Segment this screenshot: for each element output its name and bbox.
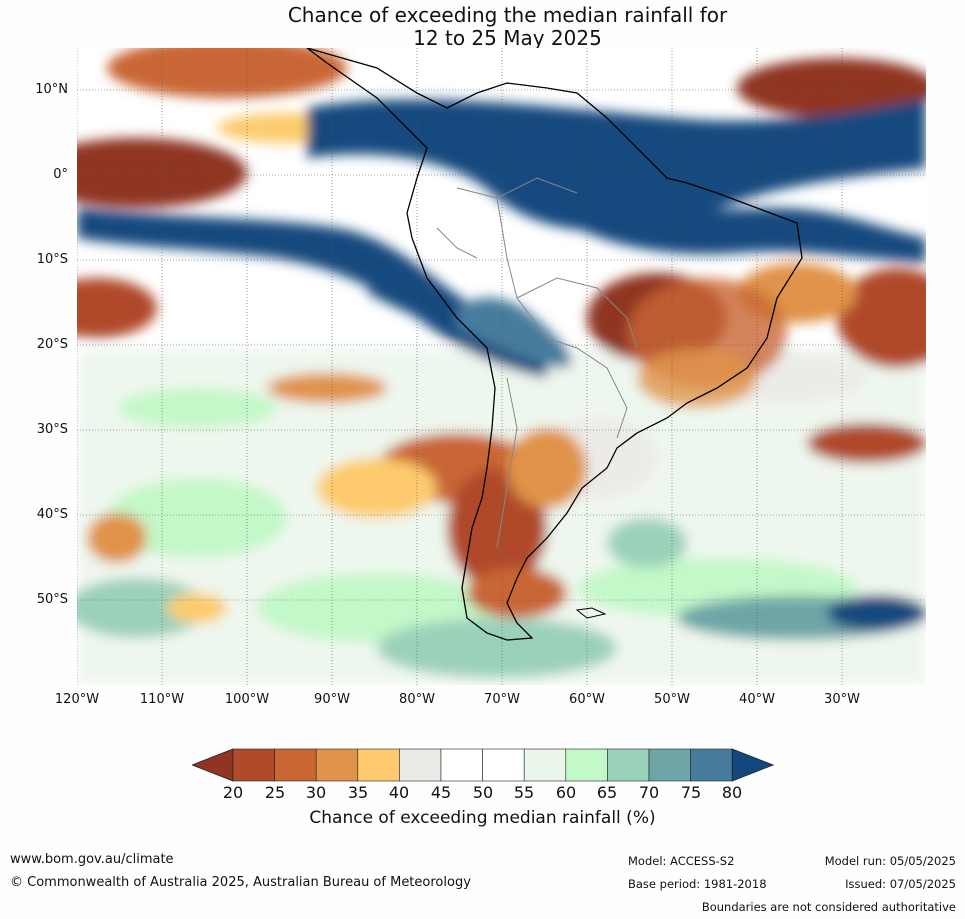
colorbar-tick-80: 80: [721, 783, 743, 802]
colorbar-segment: [357, 748, 400, 782]
colorbar-over-triangle: [731, 748, 774, 782]
model-run-text: Model run: 05/05/2025: [824, 854, 956, 868]
colorbar-tick-25: 25: [264, 783, 286, 802]
colorbar-tick-45: 45: [430, 783, 452, 802]
issued-text: Issued: 07/05/2025: [845, 877, 956, 891]
colorbar-segment: [482, 748, 525, 782]
colorbar-tick-35: 35: [347, 783, 369, 802]
colorbar-tick-75: 75: [680, 783, 702, 802]
lat-label-30s: 30°S: [36, 422, 68, 437]
lon-label-70w: 70°W: [484, 692, 520, 707]
south-america-coastline: [306, 48, 803, 641]
colorbar-segment: [232, 748, 275, 782]
rainfall-probability-field: [77, 48, 926, 685]
colorbar-segment: [565, 748, 608, 782]
colorbar-tick-60: 60: [555, 783, 577, 802]
title-line-2: 12 to 25 May 2025: [413, 26, 602, 50]
colorbar-segment: [607, 748, 650, 782]
model-text: Model: ACCESS-S2: [628, 854, 735, 868]
colorbar-tick-50: 50: [472, 783, 494, 802]
colorbar-segment: [523, 748, 567, 782]
colorbar-tick-20: 20: [222, 783, 244, 802]
rainfall-map-svg: [77, 48, 926, 685]
colorbar-segment: [315, 748, 359, 782]
graticule: [77, 48, 926, 685]
map-title: Chance of exceeding the median rainfall …: [0, 4, 965, 50]
lat-label-10n: 10°N: [35, 82, 68, 97]
lat-label-20s: 20°S: [36, 337, 68, 352]
lat-label-40s: 40°S: [36, 507, 68, 522]
colorbar-tick-40: 40: [388, 783, 410, 802]
lon-label-50w: 50°W: [654, 692, 690, 707]
colorbar-segment: [440, 748, 483, 782]
rainfall-map: [77, 48, 926, 685]
lon-label-90w: 90°W: [314, 692, 350, 707]
lon-label-120w: 120°W: [54, 692, 100, 707]
lon-label-100w: 100°W: [224, 692, 270, 707]
colorbar-tick-65: 65: [596, 783, 618, 802]
country-borders: [436, 177, 638, 549]
island-falklands: [575, 607, 607, 619]
colorbar: [192, 748, 774, 782]
colorbar-tick-55: 55: [513, 783, 535, 802]
colorbar-segment: [648, 748, 691, 782]
lat-label-50s: 50°S: [36, 592, 68, 607]
lon-label-80w: 80°W: [399, 692, 435, 707]
title-line-1: Chance of exceeding the median rainfall …: [287, 3, 728, 27]
lat-label-10s: 10°S: [36, 252, 68, 267]
base-period-text: Base period: 1981-2018: [628, 877, 767, 891]
copyright-text: © Commonwealth of Australia 2025, Austra…: [10, 875, 471, 890]
colorbar-under-triangle: [192, 748, 234, 782]
colorbar-segment: [274, 748, 317, 782]
lon-label-60w: 60°W: [569, 692, 605, 707]
colorbar-tick-70: 70: [638, 783, 660, 802]
colorbar-tick-30: 30: [305, 783, 327, 802]
lon-label-30w: 30°W: [824, 692, 860, 707]
colorbar-segment: [399, 748, 442, 782]
colorbar-title: Chance of exceeding median rainfall (%): [309, 808, 656, 828]
lon-label-40w: 40°W: [739, 692, 775, 707]
disclaimer-text: Boundaries are not considered authoritat…: [701, 900, 956, 914]
website-link[interactable]: www.bom.gov.au/climate: [10, 852, 174, 867]
colorbar-segment: [690, 748, 733, 782]
lat-label-0: 0°: [53, 167, 68, 182]
lon-label-110w: 110°W: [139, 692, 185, 707]
